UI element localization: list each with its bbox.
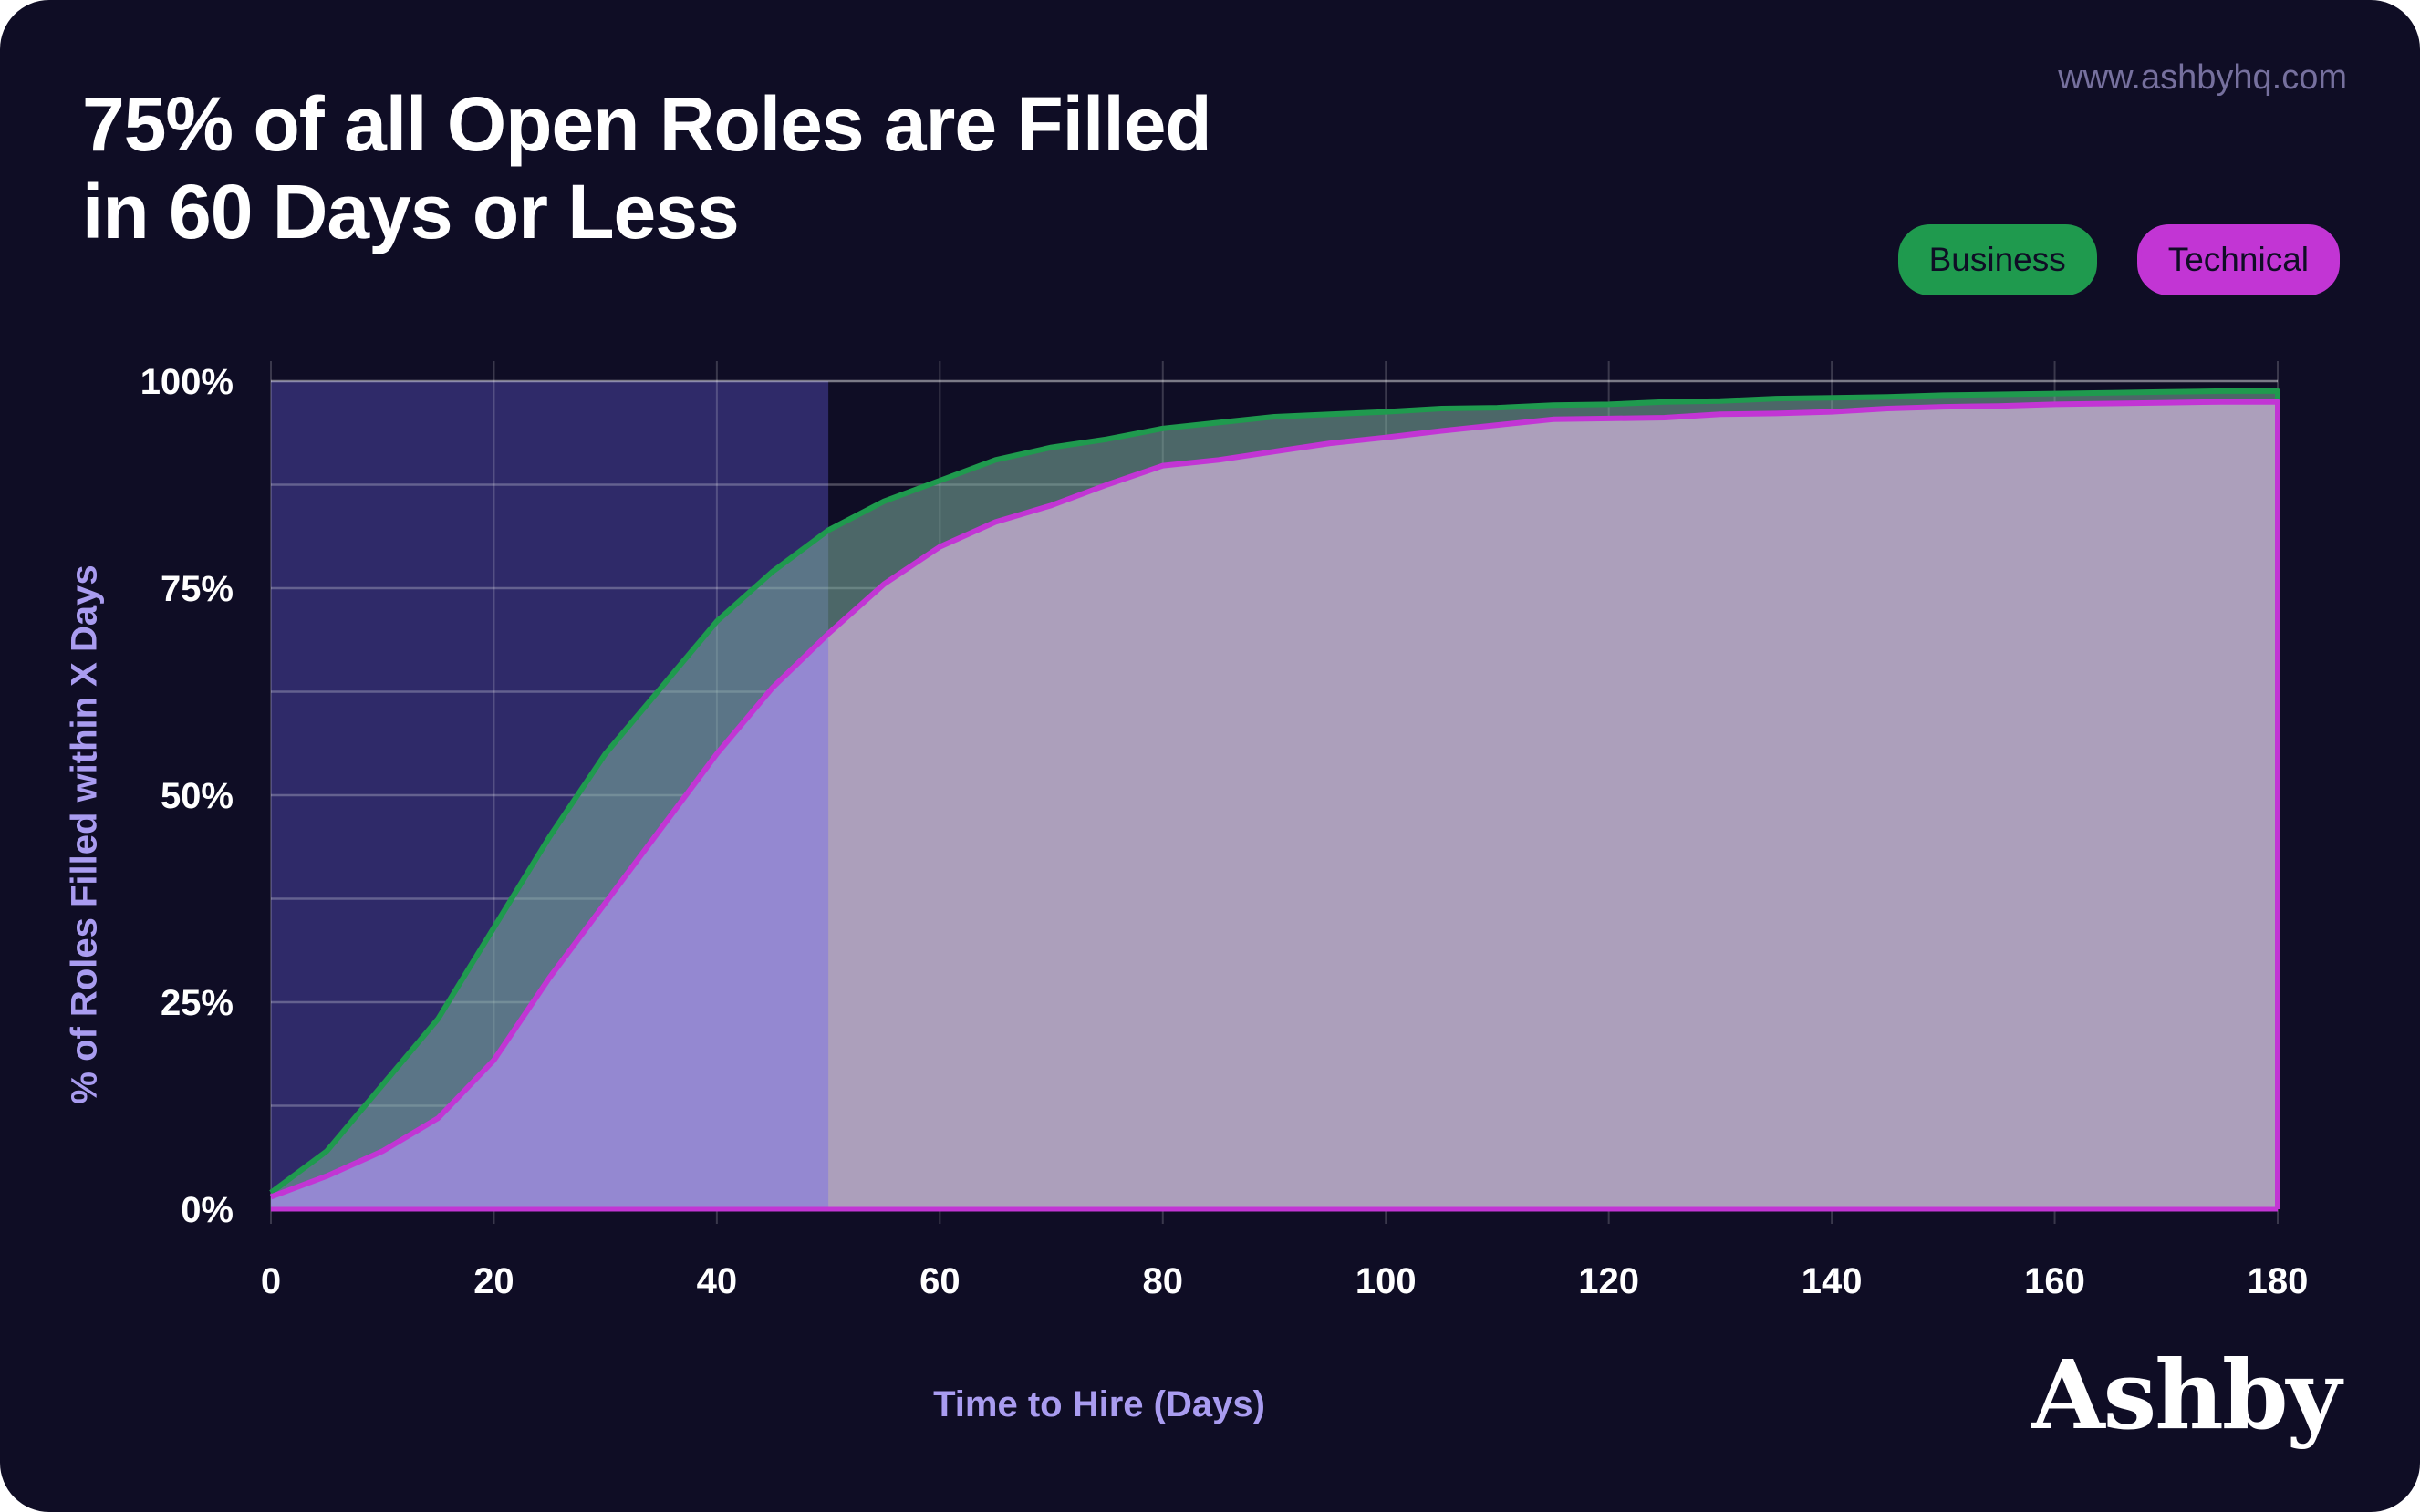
business-line <box>269 388 2280 1209</box>
y-tick-label: 0% <box>181 1190 234 1230</box>
legend-business[interactable]: Business <box>1897 224 2097 295</box>
x-tick-label: 60 <box>919 1261 961 1301</box>
ashby-logo: Ashby <box>2031 1339 2342 1451</box>
y-axis-ticks: 0% 25% 50% 75% 100% <box>140 362 234 1230</box>
x-tick-label: 140 <box>1802 1261 1863 1301</box>
y-tick-label: 75% <box>161 569 234 609</box>
x-tick-label: 80 <box>1143 1261 1184 1301</box>
x-axis-label: Time to Hire (Days) <box>933 1384 1265 1424</box>
technical-line <box>269 399 2280 1209</box>
chart-legend: Business Technical <box>1897 224 2340 295</box>
x-tick-label: 20 <box>473 1261 514 1301</box>
y-tick-label: 100% <box>140 362 234 402</box>
x-tick-label: 0 <box>261 1261 281 1301</box>
technical-area-highlight-overlay <box>271 633 829 1209</box>
x-tick-label: 160 <box>2024 1261 2085 1301</box>
x-tick-label: 120 <box>1578 1261 1639 1301</box>
y-axis-label: % of Roles Filled within X Days <box>64 564 105 1104</box>
chart-title: 75% of all Open Roles are Filled in 60 D… <box>82 80 1450 255</box>
y-tick-label: 25% <box>161 983 234 1023</box>
x-tick-label: 40 <box>697 1261 738 1301</box>
title-line-1: 75% of all Open Roles are Filled <box>82 81 1212 167</box>
title-line-2: in 60 Days or Less <box>82 169 740 254</box>
x-axis-ticks: 0 20 40 60 80 100 120 140 160 180 <box>261 1261 2309 1301</box>
y-tick-label: 50% <box>161 776 234 816</box>
x-tick-label: 100 <box>1355 1261 1417 1301</box>
x-tick-label: 180 <box>2248 1261 2309 1301</box>
legend-technical[interactable]: Technical <box>2136 224 2340 295</box>
website-url[interactable]: www.ashbyhq.com <box>2058 58 2347 97</box>
